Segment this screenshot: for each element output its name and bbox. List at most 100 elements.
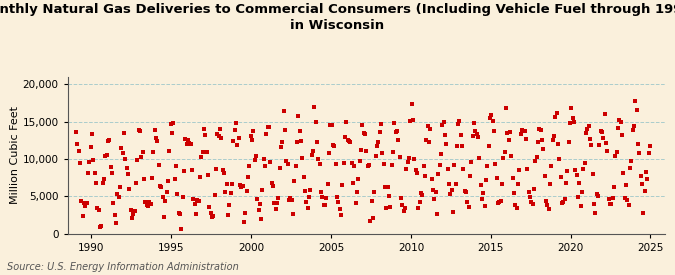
- Point: [360, 131, 371, 136]
- Point: [369, 190, 380, 194]
- Point: [219, 170, 230, 175]
- Point: [208, 214, 219, 219]
- Point: [236, 185, 246, 189]
- Point: [535, 128, 546, 132]
- Point: [397, 202, 408, 207]
- Point: [74, 149, 84, 153]
- Point: [144, 200, 155, 204]
- Point: [586, 142, 597, 147]
- Point: [550, 115, 561, 119]
- Point: [509, 191, 520, 196]
- Point: [279, 128, 290, 132]
- Point: [392, 129, 402, 134]
- Point: [456, 133, 466, 137]
- Point: [185, 142, 196, 146]
- Point: [182, 138, 193, 142]
- Point: [186, 168, 197, 173]
- Point: [434, 163, 445, 167]
- Point: [386, 163, 397, 167]
- Point: [641, 170, 651, 175]
- Point: [396, 196, 406, 200]
- Point: [560, 181, 571, 185]
- Point: [545, 182, 556, 186]
- Point: [464, 205, 475, 209]
- Point: [417, 192, 428, 197]
- Point: [337, 183, 348, 188]
- Point: [430, 190, 441, 194]
- Point: [313, 156, 324, 161]
- Point: [80, 204, 91, 208]
- Point: [117, 151, 128, 155]
- Point: [306, 153, 317, 158]
- Point: [88, 158, 99, 162]
- Point: [570, 168, 580, 173]
- Point: [309, 105, 320, 110]
- Point: [612, 126, 623, 131]
- Point: [292, 139, 302, 144]
- Point: [634, 150, 645, 155]
- Point: [257, 187, 268, 192]
- Point: [475, 183, 486, 187]
- Point: [312, 139, 323, 144]
- Point: [568, 119, 579, 124]
- Point: [377, 151, 387, 155]
- Point: [530, 159, 541, 164]
- Point: [580, 130, 591, 135]
- Point: [579, 161, 590, 165]
- Point: [594, 143, 605, 147]
- Point: [128, 212, 139, 217]
- Point: [334, 207, 345, 211]
- Point: [557, 200, 568, 205]
- Point: [589, 202, 599, 206]
- Point: [157, 195, 168, 199]
- Point: [153, 163, 164, 167]
- Point: [506, 154, 517, 158]
- Point: [225, 191, 236, 196]
- Point: [379, 184, 390, 189]
- Point: [132, 158, 143, 162]
- Point: [161, 189, 172, 194]
- Point: [595, 129, 606, 133]
- Point: [491, 176, 502, 180]
- Point: [489, 129, 500, 133]
- Point: [556, 175, 566, 179]
- Point: [78, 213, 88, 218]
- Point: [416, 191, 427, 196]
- Point: [382, 185, 393, 189]
- Point: [526, 200, 537, 205]
- Point: [248, 129, 259, 133]
- Point: [172, 192, 183, 196]
- Point: [445, 192, 456, 196]
- Point: [352, 190, 362, 194]
- Point: [523, 190, 534, 194]
- Point: [346, 160, 357, 165]
- Point: [223, 213, 234, 218]
- Point: [178, 195, 188, 199]
- Point: [426, 177, 437, 181]
- Point: [493, 200, 504, 205]
- Point: [627, 128, 638, 133]
- Point: [519, 129, 530, 133]
- Point: [308, 149, 319, 154]
- Point: [229, 127, 240, 132]
- Point: [250, 154, 261, 158]
- Point: [342, 138, 353, 142]
- Point: [443, 182, 454, 186]
- Point: [383, 194, 394, 198]
- Point: [512, 206, 522, 210]
- Point: [603, 196, 614, 201]
- Point: [501, 106, 512, 111]
- Point: [293, 114, 304, 118]
- Point: [184, 141, 194, 145]
- Point: [155, 184, 165, 189]
- Point: [485, 116, 495, 120]
- Point: [505, 130, 516, 134]
- Point: [418, 164, 429, 168]
- Point: [329, 144, 340, 148]
- Point: [259, 156, 269, 161]
- Point: [207, 215, 217, 219]
- Point: [567, 116, 578, 120]
- Point: [400, 205, 410, 210]
- Point: [285, 196, 296, 200]
- Point: [105, 165, 116, 169]
